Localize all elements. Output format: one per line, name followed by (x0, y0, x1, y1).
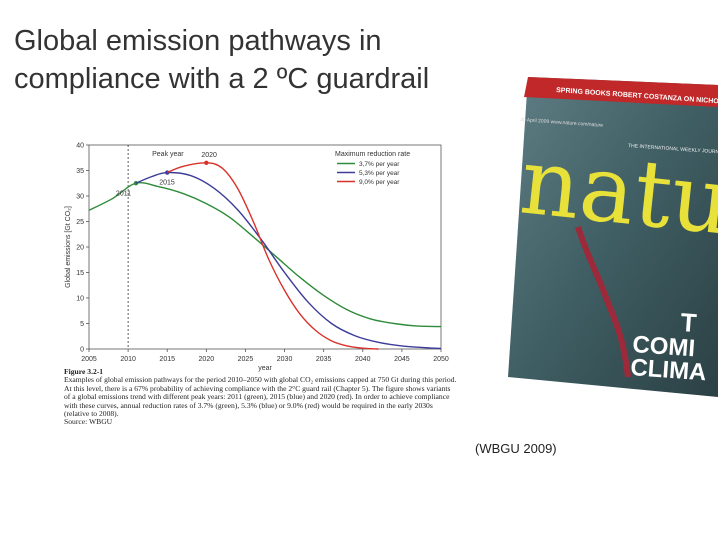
cover-rope-image (575, 226, 631, 378)
peak-year-label-2015: 2015 (159, 180, 175, 187)
x-tick-label: 2045 (394, 356, 410, 363)
slide-title: Global emission pathways in compliance w… (14, 22, 514, 98)
nature-magazine-cover: SPRING BOOKS ROBERT COSTANZA ON NICHOLAS… (508, 77, 718, 397)
caption-line: At this level, there is a 67% probabilit… (64, 383, 451, 393)
slide-title-line-1: Global emission pathways in (14, 25, 382, 57)
slide-title-line-2: compliance with a 2 ºC guardrail (14, 63, 430, 95)
cover-headline-line-2: COMI (632, 331, 696, 362)
y-tick-label: 15 (76, 270, 84, 277)
peak-year-label-2011: 2011 (116, 190, 131, 197)
citation: (WBGU 2009) (475, 441, 557, 456)
legend-label: 5,3% per year (359, 170, 400, 177)
x-tick-label: 2030 (277, 356, 293, 363)
x-tick-label: 2035 (316, 356, 332, 363)
legend-title: Maximum reduction rate (335, 151, 410, 158)
x-tick-label: 2020 (199, 356, 215, 363)
x-axis-label: year (258, 365, 272, 372)
y-tick-label: 10 (76, 296, 84, 303)
peak-year-label-2020: 2020 (201, 152, 217, 159)
figure-caption: Figure 3.2-1 Examples of global emission… (64, 367, 504, 427)
cover-headline-line-1: T (680, 307, 698, 338)
y-tick-label: 30 (76, 194, 84, 201)
peak-point-2020 (204, 160, 209, 166)
y-tick-label: 35 (76, 168, 84, 175)
series-line-2 (135, 171, 442, 350)
caption-line: with these curves, annual reduction rate… (64, 400, 433, 410)
y-tick-label: 25 (76, 219, 84, 226)
x-tick-label: 2025 (238, 356, 254, 363)
y-tick-label: 5 (80, 321, 84, 328)
caption-source: Source: WBGU (64, 417, 113, 427)
cover-headline-line-3: CLIMA (630, 354, 708, 386)
y-tick-label: 40 (76, 143, 84, 150)
caption-line: (relative to 2008). (64, 409, 119, 419)
series-line-1 (88, 182, 442, 328)
y-axis-label: Global emissions [Gt CO₂] (65, 206, 72, 288)
y-tick-label: 20 (76, 245, 84, 252)
x-tick-label: 2010 (120, 356, 136, 363)
cover-issue-line: 30 April 2009 www.nature.com/nature (520, 117, 604, 129)
x-tick-label: 2015 (159, 356, 175, 363)
figure-label: Figure 3.2-1 (64, 367, 104, 376)
x-tick-label: 2050 (433, 356, 449, 363)
caption-line: of a global emissions trend with differe… (64, 392, 450, 402)
x-tick-label: 2040 (355, 356, 371, 363)
peak-year-label: Peak year (152, 151, 184, 158)
caption-line: Examples of global emission pathways for… (64, 375, 457, 385)
legend-label: 9,0% per year (359, 179, 400, 186)
y-tick-label: 0 (80, 347, 84, 354)
legend-label: 3,7% per year (359, 161, 400, 168)
x-tick-label: 2005 (81, 356, 97, 363)
